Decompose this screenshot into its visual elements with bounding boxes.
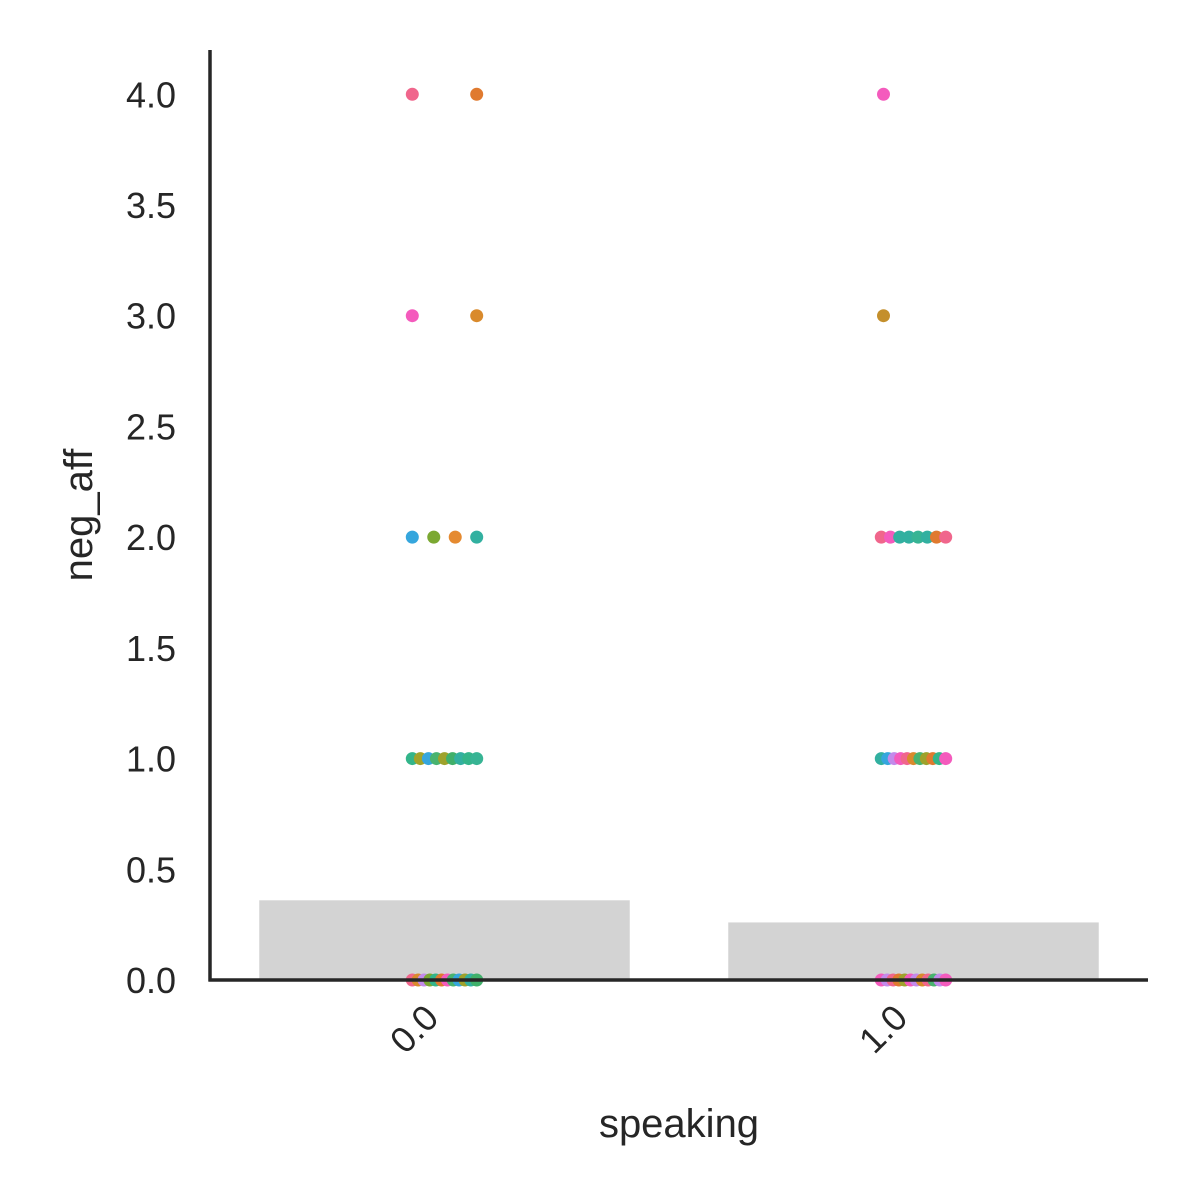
- x-tick-label: 0.0: [382, 997, 446, 1061]
- strip-point: [939, 752, 953, 766]
- strip-point: [911, 530, 925, 544]
- strip-point: [920, 530, 934, 544]
- y-tick-label: 2.5: [126, 406, 176, 447]
- strip-point: [893, 530, 907, 544]
- y-tick-label: 1.0: [126, 739, 176, 780]
- strip-point: [405, 530, 419, 544]
- axes-layer: [208, 50, 1148, 982]
- y-tick-label: 4.0: [126, 74, 176, 115]
- strip-point: [470, 309, 484, 323]
- strip-point: [884, 530, 897, 544]
- y-tick-label: 3.5: [126, 185, 176, 226]
- strip-point: [427, 530, 441, 544]
- strip-point: [405, 309, 419, 323]
- strip-point: [874, 530, 888, 544]
- strip-point: [877, 87, 890, 101]
- y-tick-label: 3.0: [126, 296, 176, 337]
- y-tick-label: 0.0: [126, 960, 176, 1001]
- y-axis-label: neg_aff: [57, 448, 101, 582]
- bar-1.0: [728, 922, 1099, 980]
- y-tick-label: 0.5: [126, 849, 176, 890]
- x-tick-label: 1.0: [851, 997, 915, 1061]
- strip-point: [470, 752, 484, 766]
- strip-point: [930, 530, 943, 544]
- strip-point: [448, 530, 462, 544]
- strip-point: [902, 530, 916, 544]
- strip-point: [470, 87, 484, 101]
- strip-points-layer: [405, 87, 953, 987]
- bar-0.0: [259, 900, 630, 980]
- x-axis-label: speaking: [599, 1102, 759, 1146]
- x-tick-labels: 0.0 1.0: [382, 997, 915, 1061]
- y-tick-label: 1.5: [126, 628, 176, 669]
- y-tick-label: 2.0: [126, 517, 176, 558]
- strip-point: [405, 87, 419, 101]
- strip-point: [470, 530, 484, 544]
- strip-point: [939, 530, 953, 544]
- strip-point: [877, 309, 890, 323]
- bars-layer: [259, 900, 1099, 980]
- y-tick-labels: 0.0 0.5 1.0 1.5 2.0 2.5 3.0 3.5 4.0: [126, 74, 176, 1001]
